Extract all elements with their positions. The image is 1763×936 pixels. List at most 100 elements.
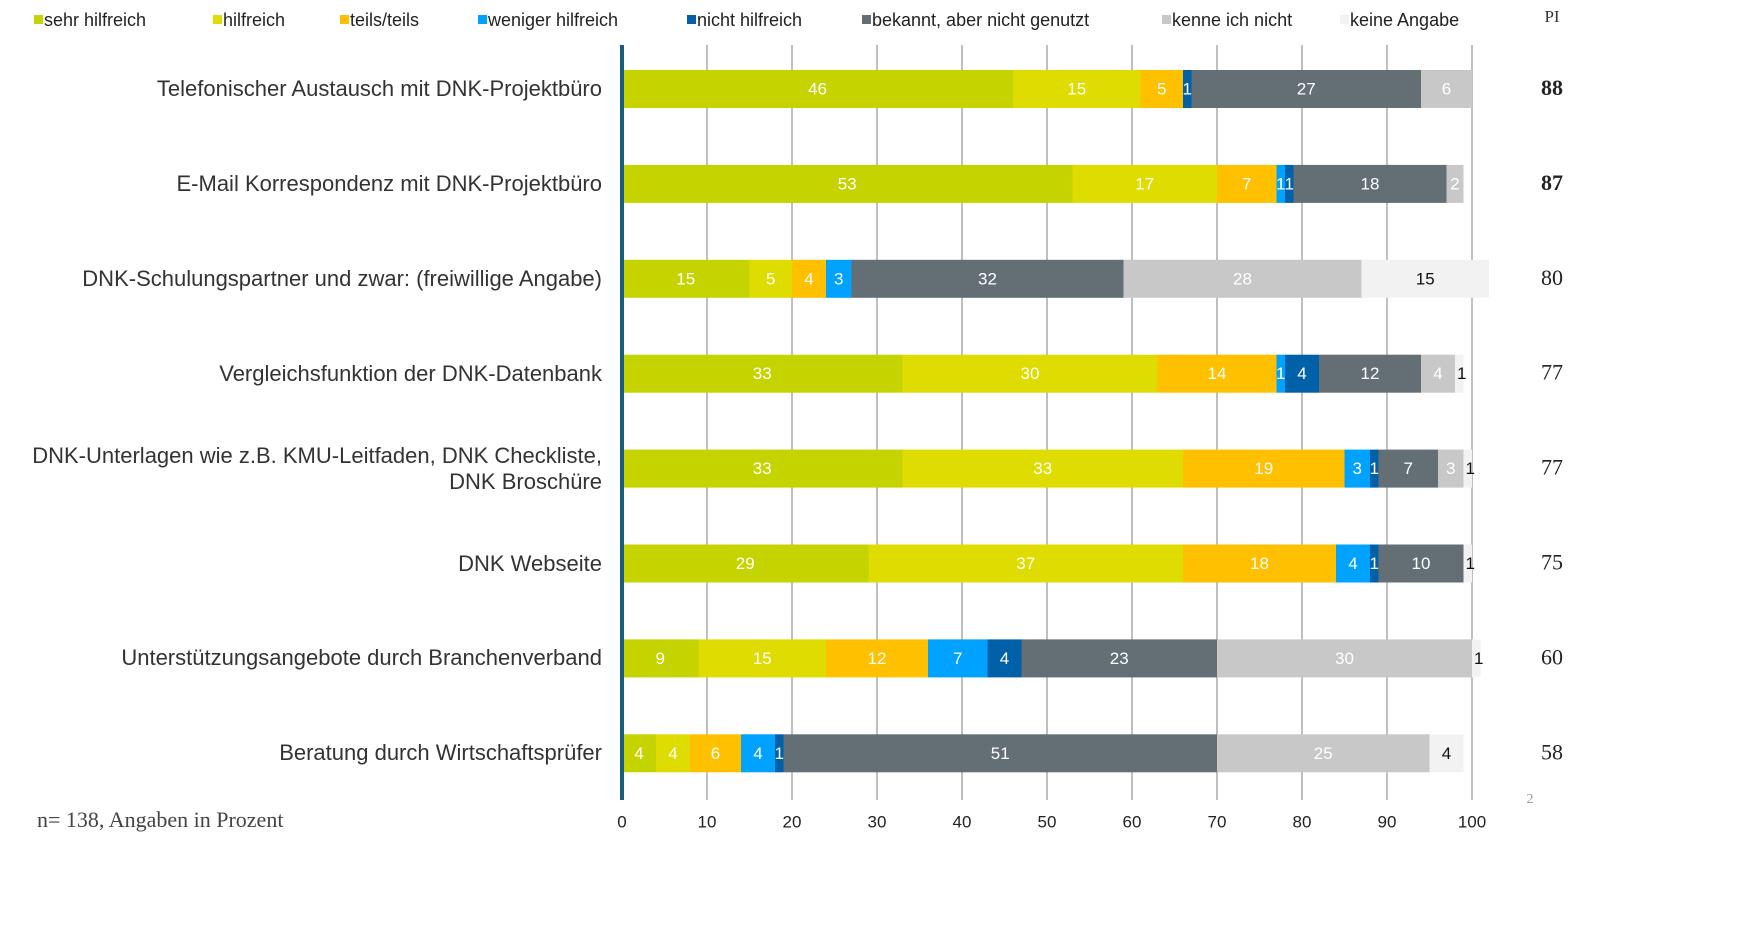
legend-swatch (1340, 15, 1349, 24)
data-label: 4 (1000, 649, 1009, 668)
bar-segment (1285, 354, 1319, 393)
bar-segment (741, 734, 775, 773)
bar-segment (656, 734, 690, 773)
category-label: E-Mail Korrespondenz mit DNK-Projektbüro (176, 170, 603, 196)
bar-segment (1336, 544, 1370, 583)
bar-segment (1183, 544, 1336, 583)
legend-swatch (340, 15, 349, 24)
legend-label: nicht hilfreich (697, 10, 802, 30)
bar-segment (1140, 70, 1183, 108)
legend-label: keine Angabe (1350, 10, 1459, 30)
bar-segment (1421, 70, 1472, 108)
bar-segment (1472, 639, 1481, 678)
legend-swatch (687, 15, 696, 24)
bar-segment (826, 639, 928, 678)
data-label: 4 (753, 744, 762, 763)
bar-segment (622, 354, 903, 393)
legend-label: teils/teils (350, 10, 419, 30)
bar-segment (1438, 449, 1464, 488)
bar-segment (1013, 70, 1141, 108)
category-label: Vergleichsfunktion der DNK-Datenbank (219, 360, 602, 386)
data-label: 15 (1067, 79, 1086, 98)
footnote: n= 138, Angaben in Prozent (37, 807, 283, 832)
bar-segment (1217, 639, 1472, 678)
data-label: 25 (1314, 744, 1333, 763)
bar-segment (1344, 449, 1370, 488)
bar-segment (1123, 259, 1362, 298)
bar-segment (1183, 449, 1345, 488)
bar-segment (622, 70, 1013, 108)
bar-segment (1370, 449, 1379, 488)
category-label: Telefonischer Austausch mit DNK-Projektb… (156, 76, 602, 101)
data-label: 3 (1353, 459, 1362, 478)
data-label: 4 (1297, 364, 1306, 383)
data-label: 4 (1433, 364, 1442, 383)
data-label: 7 (1242, 174, 1251, 193)
pi-value: 80 (1541, 265, 1563, 290)
data-label: 32 (978, 269, 997, 288)
pi-value: 88 (1541, 75, 1563, 100)
data-label: 53 (838, 174, 857, 193)
bar-segment (783, 734, 1217, 773)
bar-segment (1183, 70, 1192, 108)
data-label: 15 (753, 649, 772, 668)
bar-segment (902, 354, 1158, 393)
data-label: 51 (991, 744, 1010, 763)
bar-segment (622, 164, 1073, 203)
category-label: Unterstützungsangebote durch Branchenver… (121, 645, 602, 671)
x-tick-label: 0 (617, 812, 626, 831)
data-label: 28 (1233, 269, 1252, 288)
bar-segment (1276, 164, 1285, 203)
category-label: DNK-Schulungspartner und zwar: (freiwill… (82, 265, 602, 291)
data-label: 1 (1466, 459, 1475, 478)
pi-value: 77 (1541, 455, 1563, 480)
bar-segment (622, 259, 750, 298)
bar-segment (928, 639, 988, 678)
data-label: 33 (753, 364, 772, 383)
data-label: 18 (1250, 554, 1269, 573)
legend-swatch (1162, 15, 1171, 24)
data-label: 2 (1450, 174, 1459, 193)
data-label: 1 (1457, 364, 1466, 383)
data-label: 23 (1110, 649, 1129, 668)
data-label: 1 (1466, 554, 1475, 573)
bar-segment (902, 449, 1183, 488)
data-label: 4 (1348, 554, 1357, 573)
bar-segment (1021, 639, 1217, 678)
data-label: 29 (736, 554, 755, 573)
data-label: 1 (1276, 364, 1285, 383)
category-label: DNK-Unterlagen wie z.B. KMU-Leitfaden, D… (32, 442, 602, 494)
x-tick-label: 10 (698, 812, 717, 831)
pi-header: PI (1544, 7, 1559, 26)
category-label: Beratung durch Wirtschaftsprüfer (279, 740, 602, 766)
bar-segment (622, 639, 699, 678)
bar-segment (1319, 354, 1421, 393)
data-label: 18 (1361, 174, 1380, 193)
x-tick-label: 40 (953, 812, 972, 831)
bar-segment (1421, 354, 1455, 393)
x-tick-label: 80 (1293, 812, 1312, 831)
bar-segment (1455, 354, 1464, 393)
bar-segment (1463, 449, 1472, 488)
bar-segment (1191, 70, 1421, 108)
legend-label: bekannt, aber nicht genutzt (872, 10, 1089, 30)
data-label: 15 (1416, 269, 1435, 288)
legend-label: kenne ich nicht (1172, 10, 1292, 30)
pi-value: 87 (1541, 170, 1563, 195)
data-label: 9 (656, 649, 665, 668)
x-tick-label: 70 (1208, 812, 1227, 831)
data-label: 1 (1370, 554, 1379, 573)
bar-segment (792, 259, 826, 298)
data-label: 15 (676, 269, 695, 288)
bar-segment (1361, 259, 1489, 298)
data-label: 3 (1446, 459, 1455, 478)
bar-segment (868, 544, 1183, 583)
data-label: 33 (1033, 459, 1052, 478)
data-label: 1 (1276, 174, 1285, 193)
bar-segment (749, 259, 792, 298)
bar-segment (1378, 544, 1464, 583)
page-number: 2 (1527, 792, 1534, 807)
x-tick-label: 100 (1458, 812, 1486, 831)
